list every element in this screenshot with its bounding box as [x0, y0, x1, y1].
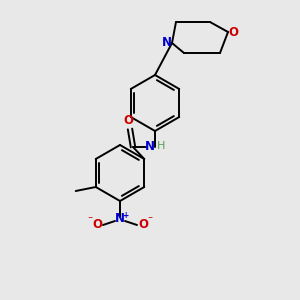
- Text: +: +: [122, 212, 128, 220]
- Text: N: N: [162, 37, 172, 50]
- Text: O: O: [92, 218, 102, 232]
- Text: N: N: [115, 212, 125, 226]
- Text: N: N: [145, 140, 155, 154]
- Text: O: O: [138, 218, 148, 232]
- Text: H: H: [157, 141, 165, 151]
- Text: ⁻: ⁻: [87, 215, 93, 225]
- Text: O: O: [228, 26, 238, 38]
- Text: ⁻: ⁻: [147, 215, 153, 225]
- Text: O: O: [123, 115, 133, 128]
